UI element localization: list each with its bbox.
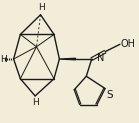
Text: S: S [106, 90, 113, 100]
Polygon shape [59, 58, 75, 60]
Text: H: H [0, 54, 7, 64]
Text: OH: OH [121, 39, 136, 49]
Text: H: H [32, 98, 39, 107]
Text: N: N [97, 53, 105, 63]
Text: H: H [38, 3, 45, 12]
